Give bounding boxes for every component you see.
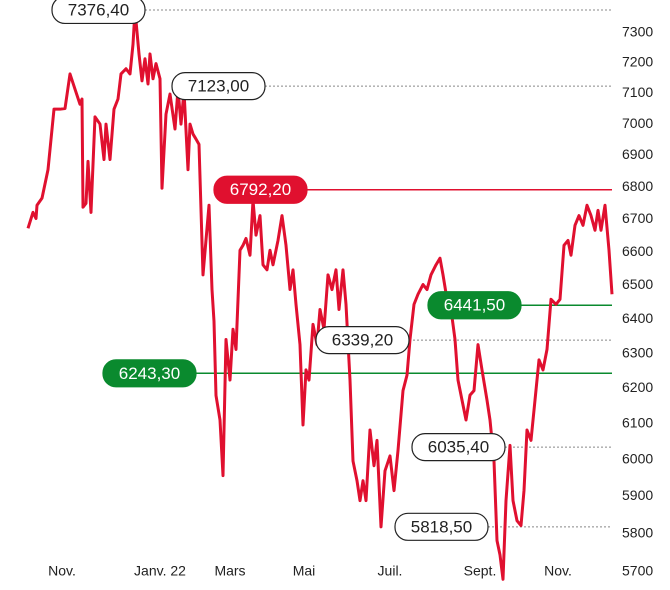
y-tick-label: 5700 — [622, 562, 653, 578]
y-tick-label: 7300 — [622, 23, 653, 39]
annotation-pill — [51, 0, 146, 25]
annotation-label: 6339,20 — [332, 331, 393, 350]
annotation-pill — [315, 325, 410, 355]
annotation-label: 6792,20 — [230, 180, 291, 199]
annotation-pill — [427, 291, 522, 320]
annotation-label: 6035,40 — [428, 438, 489, 457]
y-tick-label: 6000 — [622, 451, 653, 467]
annotation: 5818,50 — [394, 512, 489, 541]
x-tick-label: Nov. — [544, 563, 572, 579]
annotation: 6441,50 — [427, 291, 522, 320]
y-tick-label: 6300 — [622, 344, 653, 360]
x-tick-label: Janv. 22 — [134, 563, 186, 579]
annotation-label: 6441,50 — [444, 296, 505, 315]
annotation-label: 7376,40 — [68, 0, 129, 19]
annotation-label: 7123,00 — [188, 77, 249, 96]
annotation: 6035,40 — [411, 432, 506, 462]
y-tick-label: 6600 — [622, 243, 653, 259]
y-tick-label: 7000 — [622, 115, 653, 131]
annotation-lines — [145, 9, 612, 528]
y-tick-label: 6200 — [622, 379, 653, 395]
x-tick-label: Nov. — [48, 563, 76, 579]
y-tick-label: 6700 — [622, 210, 653, 226]
price-line — [26, 8, 614, 581]
x-tick-label: Sept. — [464, 563, 497, 579]
annotation: 6243,30 — [102, 359, 197, 388]
y-tick-label: 5900 — [622, 487, 653, 503]
annotation-pill — [171, 72, 266, 101]
y-tick-label: 6800 — [622, 178, 653, 194]
y-tick-label: 6400 — [622, 310, 653, 326]
annotation-pill — [102, 359, 197, 388]
annotation-pill — [213, 175, 308, 204]
annotation: 7123,00 — [171, 72, 266, 101]
annotation-pill — [394, 512, 489, 541]
annotation-pill — [411, 432, 506, 462]
y-tick-label: 6900 — [622, 146, 653, 162]
y-tick-label: 7200 — [622, 53, 653, 69]
x-tick-label: Mai — [293, 563, 316, 579]
x-tick-label: Juil. — [378, 563, 403, 579]
y-tick-label: 7100 — [622, 84, 653, 100]
x-tick-label: Mars — [214, 563, 245, 579]
annotation: 6792,20 — [213, 175, 308, 204]
y-tick-label: 6100 — [622, 415, 653, 431]
y-tick-label: 6500 — [622, 276, 653, 292]
annotation: 6339,20 — [315, 325, 410, 355]
annotation-label: 5818,50 — [411, 517, 472, 536]
annotation: 7376,40 — [51, 0, 146, 25]
y-tick-label: 5800 — [622, 524, 653, 540]
annotation-label: 6243,30 — [119, 364, 180, 383]
